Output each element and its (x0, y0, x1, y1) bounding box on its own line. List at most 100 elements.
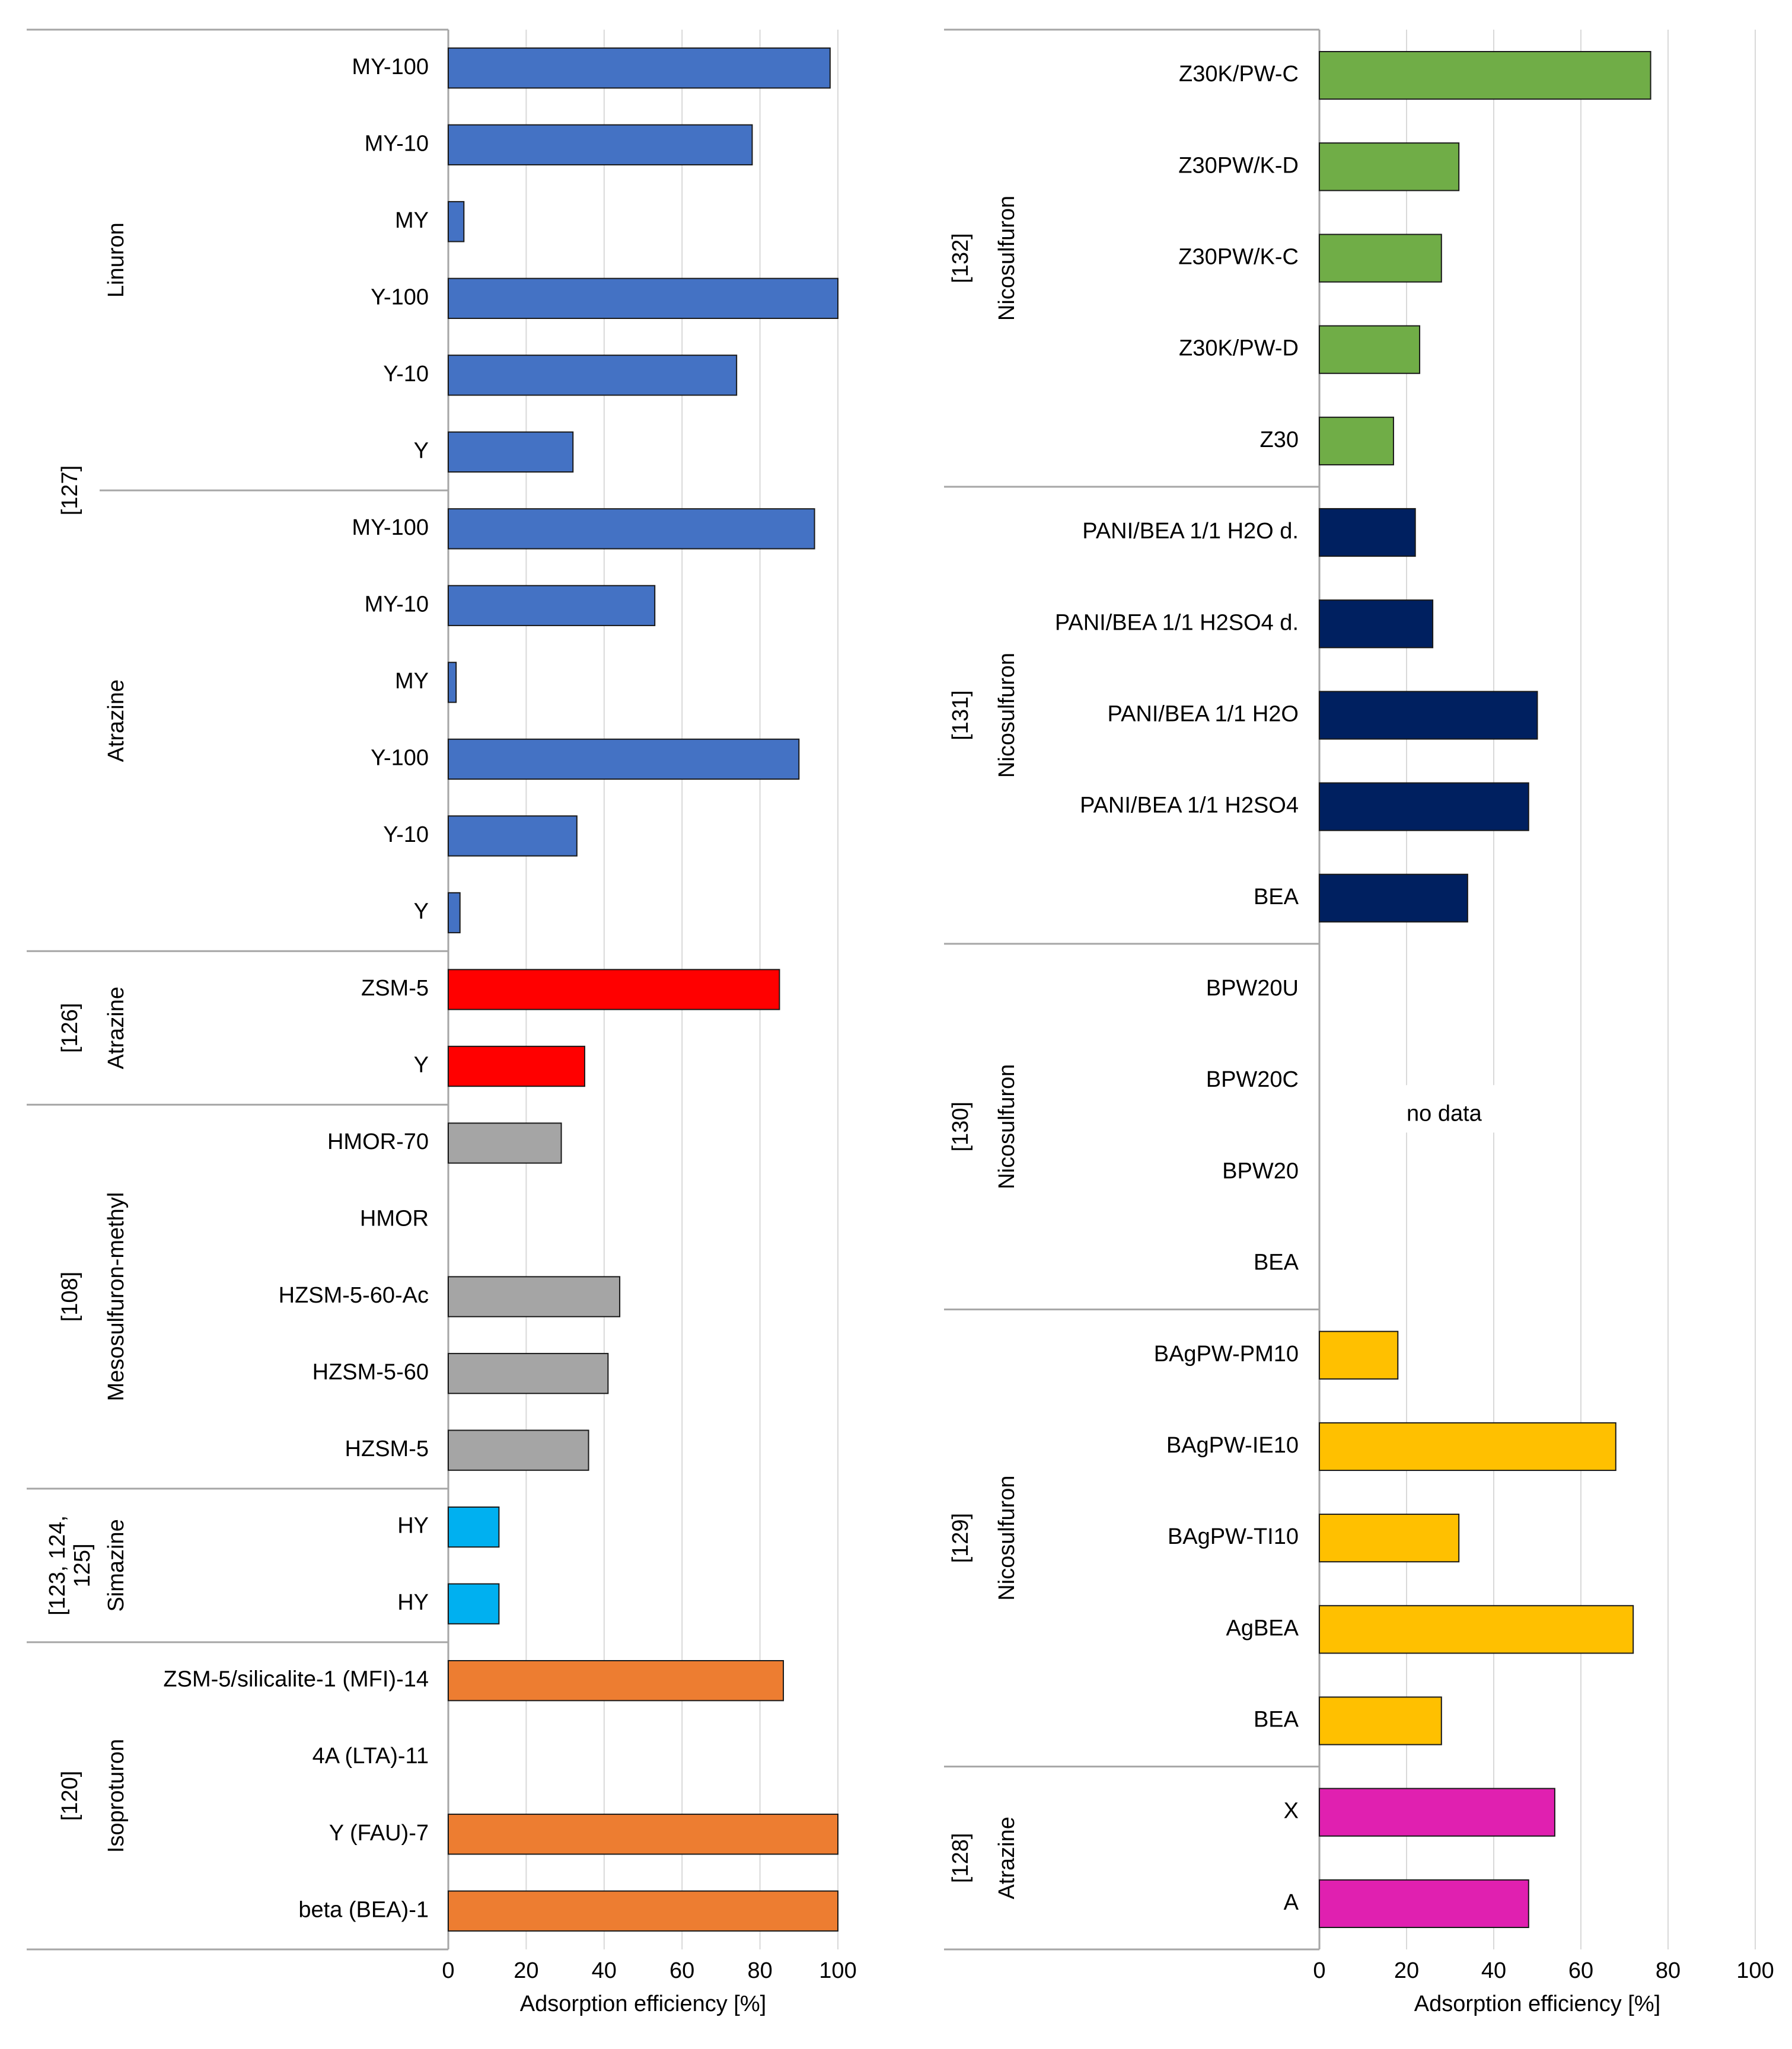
herbicide-label: Isoproturon (104, 1739, 129, 1853)
bar (1319, 234, 1442, 283)
category-label: beta (BEA)-1 (298, 1897, 429, 1922)
bar (1319, 691, 1538, 740)
x-tick-label: 100 (819, 1958, 856, 1983)
bar (1319, 873, 1468, 923)
x-tick-label: 40 (592, 1958, 617, 1983)
category-label: MY (395, 208, 429, 233)
category-label: BPW20 (1222, 1158, 1299, 1183)
bar (1319, 508, 1416, 557)
bar (448, 508, 815, 550)
herbicide-label: Atrazine (994, 1817, 1019, 1899)
reference-label-line: [123, 124, (45, 1515, 70, 1616)
category-label: BPW20U (1206, 976, 1299, 1001)
bar (448, 815, 578, 857)
category-label: Y-100 (371, 745, 429, 770)
category-label: Y (414, 899, 429, 924)
category-label: BEA (1254, 1708, 1299, 1732)
category-label: X (1284, 1799, 1299, 1824)
x-tick-label: 60 (1568, 1958, 1593, 1983)
herbicide-label: Nicosulfuron (994, 196, 1019, 321)
herbicide-label: Nicosulfuron (994, 1064, 1019, 1189)
x-tick-label: 80 (747, 1958, 772, 1983)
bar (448, 431, 574, 473)
bar (448, 1429, 589, 1471)
category-label: MY (395, 669, 429, 694)
bar (1319, 599, 1434, 649)
category-label: BAgPW-IE10 (1166, 1433, 1299, 1458)
bar (448, 1506, 500, 1548)
reference-label: [126] (58, 1003, 82, 1053)
category-label: Z30K/PW-C (1179, 62, 1299, 87)
bar (1319, 51, 1651, 100)
bar (1319, 1696, 1442, 1745)
x-tick-label: 20 (1394, 1958, 1419, 1983)
x-tick-label: 0 (1313, 1958, 1325, 1983)
annotation-backdrop (1401, 1085, 1501, 1133)
category-label: BPW20C (1206, 1067, 1299, 1092)
left-panel: LinuronMY-100MY-10MYY-100Y-10YAtrazineMY… (27, 28, 857, 2016)
reference-label: [127] (58, 465, 82, 516)
bar (448, 1814, 838, 1855)
bar (448, 47, 831, 89)
category-label: Z30 (1260, 427, 1299, 452)
category-label: BEA (1254, 885, 1299, 909)
x-tick-label: 100 (1736, 1958, 1774, 1983)
bar (1319, 1514, 1460, 1563)
category-label: MY-10 (365, 131, 429, 156)
category-label: PANI/BEA 1/1 H2O (1108, 701, 1299, 726)
bar (1319, 142, 1460, 192)
category-label: AgBEA (1226, 1616, 1299, 1641)
category-label: PANI/BEA 1/1 H2SO4 (1080, 793, 1299, 818)
category-label: BAgPW-TI10 (1168, 1524, 1299, 1549)
category-label: Y-10 (383, 822, 429, 847)
category-label: 4A (LTA)-11 (313, 1744, 429, 1769)
right-panel: Nicosulfuron Z30K/PW-C Z30PW/K-D Z30PW/K-C Z… (944, 28, 1774, 2016)
reference-label: [120] (58, 1771, 82, 1821)
bar (1319, 1879, 1529, 1928)
category-label: ZSM-5 (361, 976, 429, 1001)
category-label: HMOR-70 (327, 1129, 429, 1154)
category-label: A (1284, 1890, 1299, 1915)
bar (1319, 1788, 1555, 1837)
category-label: Z30PW/K-C (1178, 245, 1299, 270)
category-label: HZSM-5-60-Ac (279, 1283, 429, 1308)
reference-label: [131] (948, 690, 973, 741)
reference-label: [108] (58, 1272, 82, 1322)
category-label: ZSM-5/silicalite-1 (MFI)-14 (163, 1667, 429, 1692)
category-label: MY-10 (365, 592, 429, 617)
herbicide-label: Nicosulfuron (994, 1476, 1019, 1601)
bar (448, 1276, 621, 1317)
category-label: Z30K/PW-D (1179, 336, 1299, 361)
x-tick-label: 60 (669, 1958, 694, 1983)
reference-label: [130] (948, 1102, 973, 1152)
herbicide-label: Mesosulfuron-methyl (104, 1192, 129, 1402)
reference-label-line: 125] (70, 1543, 95, 1587)
bar (448, 1045, 585, 1087)
category-label: BEA (1254, 1250, 1299, 1275)
category-label: Y (FAU)-7 (329, 1821, 429, 1846)
bar (448, 1890, 838, 1932)
category-label: Y (414, 1053, 429, 1078)
x-tick-label: 20 (514, 1958, 538, 1983)
x-tick-label: 0 (442, 1958, 454, 1983)
category-label: Z30PW/K-D (1178, 153, 1299, 178)
reference-label: [129] (948, 1513, 973, 1563)
bar (448, 1660, 785, 1702)
bar (448, 201, 465, 242)
herbicide-label: Atrazine (104, 679, 129, 762)
bar (448, 662, 457, 703)
category-label: HZSM-5-60 (313, 1360, 429, 1385)
bar (448, 969, 780, 1010)
bar (448, 1583, 500, 1624)
bar (448, 1352, 609, 1394)
herbicide-label: Simazine (104, 1519, 129, 1611)
x-axis-title: Adsorption efficiency [%] (520, 1991, 766, 2016)
reference-label: [128] (948, 1833, 973, 1884)
herbicide-label: Linuron (104, 222, 129, 298)
bar (448, 738, 800, 780)
category-label: MY-100 (352, 55, 429, 79)
category-label: Y-10 (383, 362, 429, 387)
category-label: HY (397, 1590, 429, 1615)
bar (448, 355, 738, 396)
bar (448, 892, 461, 934)
